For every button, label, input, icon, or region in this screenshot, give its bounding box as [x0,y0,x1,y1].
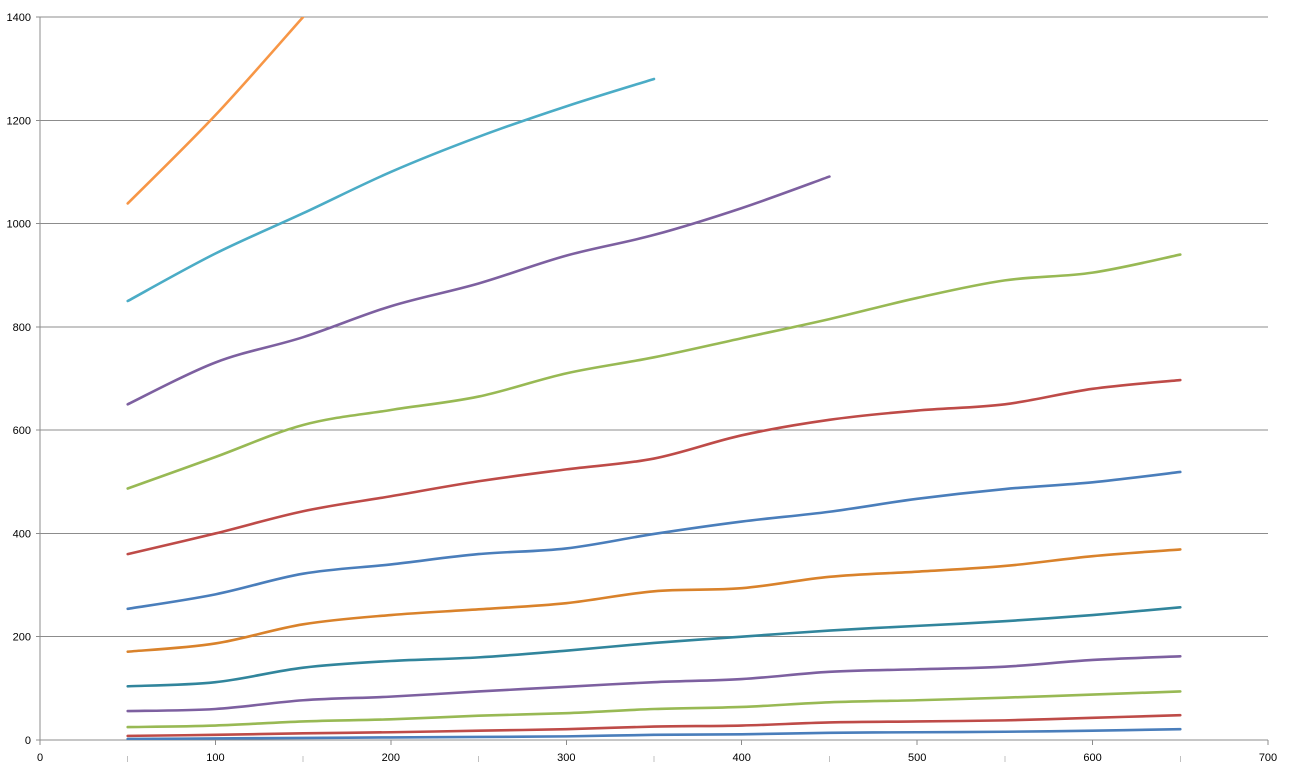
series-line-4 [126,655,1182,713]
y-tick-label: 400 [13,528,31,540]
y-tick-label: 1000 [7,219,31,231]
y-tick-label: 600 [13,425,31,437]
x-tick-label: 700 [1259,752,1277,764]
x-tick-label: 200 [382,752,400,764]
series-line-5 [126,605,1182,688]
y-tick-label: 1200 [7,115,31,127]
series-line-9 [126,253,1182,490]
series-lines [126,17,1182,740]
series-line-12 [126,17,305,205]
series-line-7 [126,470,1182,611]
x-tick-label: 300 [557,752,575,764]
series-line-11 [126,77,656,303]
x-tick-label: 600 [1083,752,1101,764]
series-line-8 [126,378,1182,556]
y-tick-label: 800 [13,322,31,334]
axes [36,16,1269,762]
series-line-2 [126,713,1182,738]
y-tick-label: 1400 [7,12,31,24]
y-tick-label: 0 [25,735,31,747]
series-line-10 [126,175,831,406]
series-line-6 [126,548,1182,653]
gridlines [40,16,1268,638]
series-line-1 [126,727,1182,740]
x-tick-label: 500 [908,752,926,764]
y-tick-label: 200 [13,632,31,644]
x-tick-label: 0 [37,752,43,764]
series-line-3 [126,690,1182,729]
x-tick-label: 400 [733,752,751,764]
tick-labels: 0 200 400 600 800 1000 1200 1400 0 100 200 300 400 50… [7,12,1278,764]
x-tick-label: 100 [206,752,224,764]
